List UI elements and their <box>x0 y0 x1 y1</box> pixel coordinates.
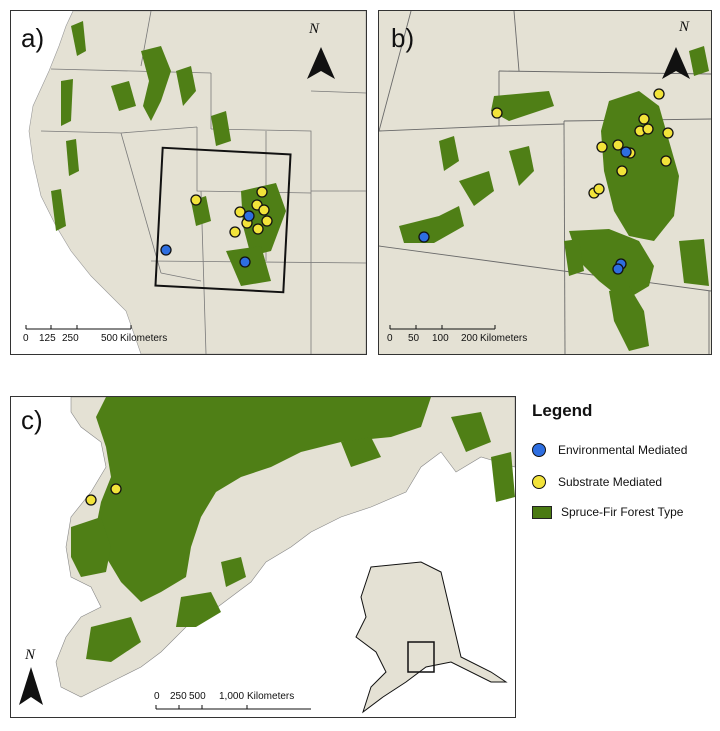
forest-patches-b <box>399 46 709 351</box>
scale-bar-icon <box>389 325 496 330</box>
substrate-point <box>612 139 624 151</box>
environmental-point <box>418 231 430 243</box>
north-arrow-icon <box>19 667 43 705</box>
scale-tick-a-1: 125 <box>39 333 56 344</box>
north-label-a: N <box>309 21 320 37</box>
north-arrow-icon <box>662 47 690 79</box>
substrate-point <box>596 141 608 153</box>
legend: Legend Environmental Mediated Substrate … <box>518 395 718 535</box>
north-label-c: N <box>25 647 36 663</box>
scale-unit-b: Kilometers <box>480 333 528 344</box>
environmental-point <box>243 210 255 222</box>
substrate-point <box>256 186 268 198</box>
legend-label-environmental: Environmental Mediated <box>558 443 688 457</box>
scale-bar-icon <box>155 705 311 710</box>
scale-unit-c: Kilometers <box>247 691 295 702</box>
scale-unit-a: Kilometers <box>120 333 168 344</box>
substrate-point <box>229 226 241 238</box>
map-panel-b: b) N 0 50 100 200 Kilometers <box>378 10 712 355</box>
scale-tick-a-3: 500 <box>101 333 118 344</box>
study-area-box-icon <box>154 146 292 294</box>
substrate-point <box>662 127 674 139</box>
environmental-point <box>239 256 251 268</box>
forest-patches-c <box>71 397 515 662</box>
sample-points-a <box>160 186 273 268</box>
substrate-point <box>642 123 654 135</box>
north-label-b: N <box>679 19 690 35</box>
legend-label-substrate: Substrate Mediated <box>558 475 663 489</box>
substrate-point <box>653 88 665 100</box>
legend-item-substrate: Substrate Mediated <box>532 471 662 493</box>
substrate-point <box>660 155 672 167</box>
substrate-point <box>593 183 605 195</box>
map-b-canvas <box>379 11 711 354</box>
scale-tick-a-0: 0 <box>23 333 29 344</box>
scale-tick-c-1: 250 <box>170 691 187 702</box>
scale-tick-b-2: 100 <box>432 333 449 344</box>
map-panel-c: c) N 0 250 500 1,000 Kilometers <box>10 396 516 718</box>
environmental-point <box>620 146 632 158</box>
substrate-point <box>638 113 650 125</box>
north-arrow-icon <box>307 47 335 79</box>
scale-tick-c-0: 0 <box>154 691 160 702</box>
map-panel-a: a) N 0 125 250 500 Kilometers <box>10 10 367 355</box>
sample-points-b <box>418 88 674 275</box>
substrate-point <box>616 165 628 177</box>
scale-tick-b-3: 200 <box>461 333 478 344</box>
substrate-point <box>491 107 503 119</box>
scale-bar-icon <box>25 325 132 330</box>
substrate-point <box>252 223 264 235</box>
environmental-point <box>612 263 624 275</box>
substrate-point <box>261 215 273 227</box>
substrate-point <box>110 483 122 495</box>
study-area-box-icon <box>407 641 435 673</box>
substrate-point <box>234 206 246 218</box>
forest-swatch-icon <box>532 505 552 519</box>
panel-label-b: b) <box>391 23 415 53</box>
sample-points-c <box>85 483 122 506</box>
scale-tick-b-1: 50 <box>408 333 420 344</box>
scale-tick-a-2: 250 <box>62 333 79 344</box>
substrate-point <box>258 204 270 216</box>
land-mass-a <box>28 11 366 354</box>
substrate-point <box>85 494 97 506</box>
map-c-canvas <box>11 397 515 717</box>
substrate-marker-icon <box>532 475 546 489</box>
legend-title: Legend <box>532 401 593 420</box>
environmental-point <box>160 244 172 256</box>
substrate-point <box>190 194 202 206</box>
alaska-inset <box>355 561 508 714</box>
legend-item-environmental: Environmental Mediated <box>532 439 687 461</box>
environmental-marker-icon <box>532 443 546 457</box>
legend-item-spruce-fir: Spruce-Fir Forest Type <box>532 501 683 523</box>
panel-label-a: a) <box>21 23 45 53</box>
scale-tick-b-0: 0 <box>387 333 393 344</box>
panel-label-c: c) <box>21 405 43 435</box>
map-a-canvas <box>11 11 366 354</box>
scale-tick-c-2: 500 <box>189 691 206 702</box>
scale-tick-c-3: 1,000 <box>219 691 245 702</box>
legend-label-spruce-fir: Spruce-Fir Forest Type <box>561 505 684 519</box>
